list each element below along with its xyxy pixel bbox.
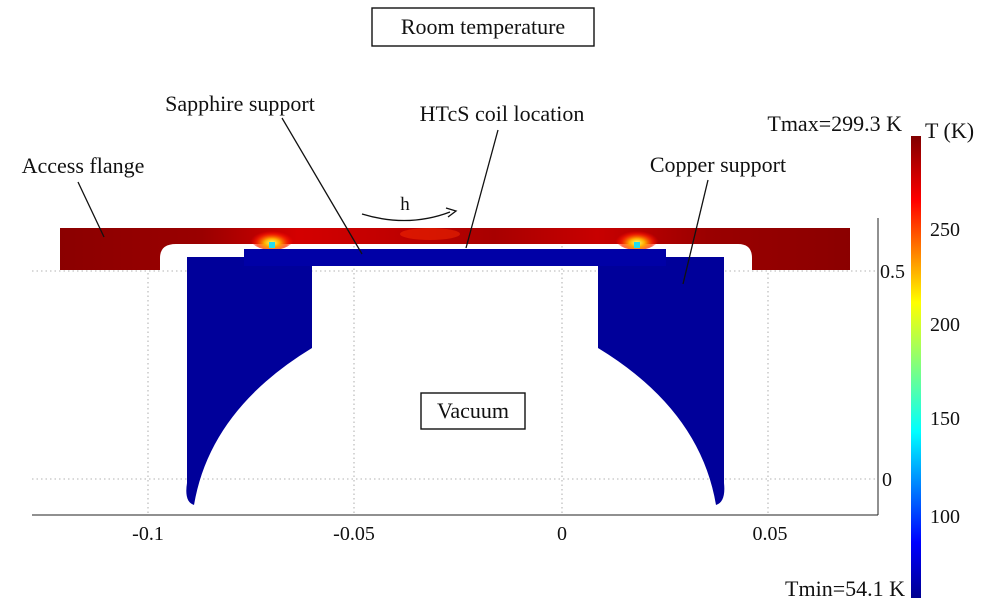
title: Room temperature bbox=[401, 14, 565, 39]
x-tick-label: 0 bbox=[557, 523, 567, 545]
colorbar-tick: 150 bbox=[930, 408, 960, 430]
contact-point-left bbox=[269, 242, 275, 248]
colorbar-gradient bbox=[911, 136, 921, 598]
vacuum-box bbox=[420, 392, 526, 430]
access-flange-label: Access flange bbox=[22, 153, 145, 178]
grid bbox=[32, 228, 878, 515]
heat-transfer-arrow bbox=[361, 207, 458, 222]
htcs-coil-label: HTcS coil location bbox=[420, 101, 585, 126]
sapphire-support-label: Sapphire support bbox=[165, 91, 315, 116]
colorbar-tick: 100 bbox=[930, 506, 960, 528]
y-tick-labels: 0 0.5 bbox=[880, 261, 905, 491]
heat-transfer-label: h bbox=[400, 194, 410, 215]
hotspot-left bbox=[250, 226, 294, 250]
x-tick-label: -0.1 bbox=[132, 523, 164, 545]
vacuum-label: Vacuum bbox=[437, 398, 509, 423]
contact-point-right bbox=[634, 242, 640, 248]
x-tick-label: -0.05 bbox=[333, 523, 375, 545]
htcs-leader bbox=[465, 129, 499, 249]
sapphire-leader bbox=[281, 117, 363, 255]
hotspot-right bbox=[615, 226, 659, 250]
y-tick-label: 0.5 bbox=[880, 261, 905, 283]
tmin-label: Tmin=54.1 K bbox=[785, 576, 905, 601]
axes-frame bbox=[32, 218, 879, 516]
y-tick-label: 0 bbox=[882, 469, 892, 491]
access-flange bbox=[60, 226, 850, 270]
flange-leader bbox=[77, 181, 105, 238]
x-tick-labels: -0.1 -0.05 0 0.05 bbox=[132, 523, 787, 545]
copper-support-label: Copper support bbox=[650, 152, 786, 177]
sapphire-support bbox=[244, 249, 666, 266]
colorbar-tick: 200 bbox=[930, 314, 960, 336]
x-tick-label: 0.05 bbox=[753, 523, 788, 545]
colorbar-unit-label: T (K) bbox=[925, 118, 974, 143]
copper-leader bbox=[682, 179, 709, 285]
copper-support bbox=[186, 249, 725, 505]
colorbar-tick: 250 bbox=[930, 219, 960, 241]
colorbar: T (K) Tmax=299.3 K Tmin=54.1 K 250 200 1… bbox=[767, 111, 974, 601]
tmax-label: Tmax=299.3 K bbox=[767, 111, 902, 136]
title-box bbox=[371, 7, 595, 47]
